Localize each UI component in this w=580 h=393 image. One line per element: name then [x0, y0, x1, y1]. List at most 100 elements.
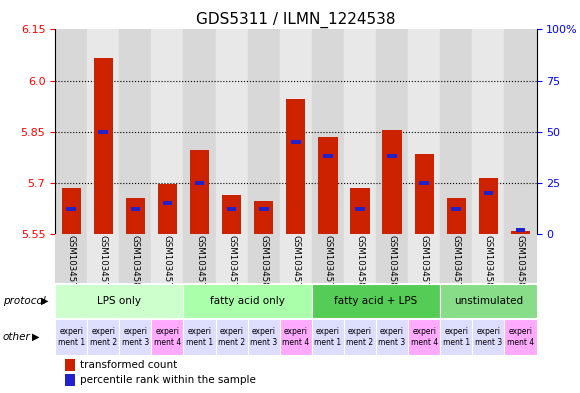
Bar — [280, 29, 312, 234]
Text: percentile rank within the sample: percentile rank within the sample — [80, 375, 256, 386]
Bar — [259, 207, 269, 211]
Bar — [505, 29, 536, 234]
Bar — [350, 188, 369, 234]
Text: other: other — [3, 332, 31, 342]
Bar — [162, 201, 172, 205]
Text: experi
ment 1: experi ment 1 — [57, 327, 85, 347]
Bar — [312, 284, 440, 318]
Bar — [280, 319, 312, 355]
Title: GDS5311 / ILMN_1224538: GDS5311 / ILMN_1224538 — [196, 12, 396, 28]
Bar — [472, 29, 505, 234]
Text: GSM1034575: GSM1034575 — [291, 235, 300, 293]
Bar — [65, 375, 75, 386]
Bar — [484, 191, 493, 195]
Bar — [190, 151, 209, 234]
Bar — [376, 319, 408, 355]
Text: unstimulated: unstimulated — [454, 296, 523, 306]
Text: GSM1034578: GSM1034578 — [227, 235, 236, 293]
Bar — [158, 184, 177, 234]
Bar — [286, 99, 306, 234]
Bar — [248, 29, 280, 234]
Bar — [222, 195, 241, 234]
Bar — [323, 154, 333, 158]
Bar — [216, 319, 248, 355]
Bar — [312, 29, 344, 234]
Bar — [408, 234, 440, 283]
Bar — [183, 234, 216, 283]
Text: GSM1034573: GSM1034573 — [67, 235, 75, 293]
Bar — [382, 130, 402, 234]
Text: ▶: ▶ — [32, 332, 39, 342]
Bar — [312, 234, 344, 283]
Bar — [408, 29, 440, 234]
Bar — [126, 198, 145, 234]
Bar — [55, 284, 183, 318]
Text: experi
ment 4: experi ment 4 — [282, 327, 309, 347]
Text: experi
ment 3: experi ment 3 — [379, 327, 405, 347]
Text: experi
ment 2: experi ment 2 — [346, 327, 374, 347]
Bar — [119, 29, 151, 234]
Bar — [55, 319, 87, 355]
Text: GSM1034581: GSM1034581 — [484, 235, 493, 293]
Text: GSM1034571: GSM1034571 — [452, 235, 461, 293]
Bar — [65, 359, 75, 371]
Text: experi
ment 3: experi ment 3 — [122, 327, 149, 347]
Bar — [130, 207, 140, 211]
Bar — [472, 319, 505, 355]
Bar — [183, 319, 216, 355]
Bar — [415, 154, 434, 234]
Bar — [87, 234, 119, 283]
Bar — [376, 29, 408, 234]
Text: fatty acid + LPS: fatty acid + LPS — [335, 296, 418, 306]
Text: protocol: protocol — [3, 296, 46, 306]
Text: experi
ment 4: experi ment 4 — [507, 327, 534, 347]
Bar — [87, 29, 119, 234]
Bar — [511, 231, 530, 234]
Text: experi
ment 4: experi ment 4 — [411, 327, 438, 347]
Bar — [248, 319, 280, 355]
Text: GSM1034584: GSM1034584 — [387, 235, 397, 293]
Bar — [61, 188, 81, 234]
Bar — [387, 154, 397, 158]
Bar — [505, 234, 536, 283]
Bar — [440, 284, 536, 318]
Bar — [151, 29, 183, 234]
Bar — [440, 29, 472, 234]
Bar — [408, 319, 440, 355]
Bar — [472, 234, 505, 283]
Bar — [451, 207, 461, 211]
Bar — [254, 202, 273, 234]
Text: GSM1034580: GSM1034580 — [356, 235, 364, 293]
Bar — [99, 130, 108, 134]
Bar — [227, 207, 237, 211]
Bar — [216, 234, 248, 283]
Text: LPS only: LPS only — [97, 296, 142, 306]
Bar — [119, 319, 151, 355]
Bar — [280, 234, 312, 283]
Text: GSM1034585: GSM1034585 — [516, 235, 525, 293]
Bar — [151, 319, 183, 355]
Bar — [505, 319, 536, 355]
Text: experi
ment 1: experi ment 1 — [443, 327, 470, 347]
Text: experi
ment 1: experi ment 1 — [314, 327, 342, 347]
Bar — [119, 234, 151, 283]
Bar — [447, 198, 466, 234]
Bar — [478, 178, 498, 234]
Text: experi
ment 2: experi ment 2 — [90, 327, 117, 347]
Text: GSM1034576: GSM1034576 — [163, 235, 172, 293]
Bar — [355, 207, 365, 211]
Text: GSM1034583: GSM1034583 — [131, 235, 140, 293]
Bar — [291, 140, 300, 144]
Text: GSM1034582: GSM1034582 — [259, 235, 268, 293]
Text: fatty acid only: fatty acid only — [210, 296, 285, 306]
Text: transformed count: transformed count — [80, 360, 177, 370]
Bar — [195, 181, 204, 185]
Text: experi
ment 4: experi ment 4 — [154, 327, 181, 347]
Text: ▶: ▶ — [41, 296, 49, 306]
Bar — [151, 234, 183, 283]
Text: experi
ment 2: experi ment 2 — [218, 327, 245, 347]
Bar — [183, 29, 216, 234]
Bar — [440, 234, 472, 283]
Text: GSM1034572: GSM1034572 — [195, 235, 204, 293]
Text: experi
ment 3: experi ment 3 — [250, 327, 277, 347]
